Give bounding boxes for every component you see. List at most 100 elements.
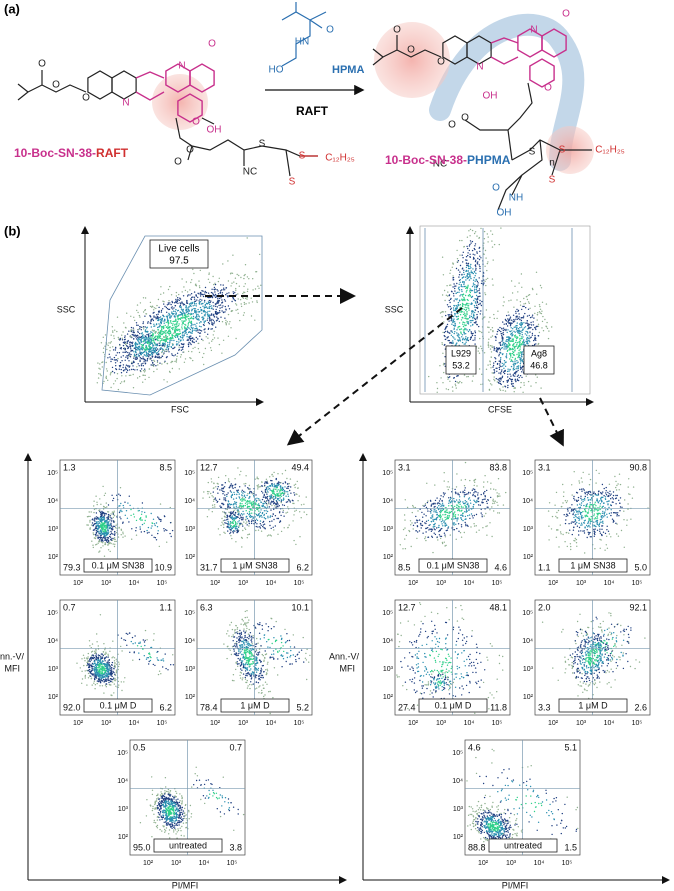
event-dot xyxy=(498,379,500,382)
event-dot xyxy=(200,301,202,303)
event-dot xyxy=(108,342,110,344)
event-dot xyxy=(472,310,474,312)
event-dot xyxy=(210,314,212,316)
event-dot xyxy=(542,315,544,318)
event-dot xyxy=(149,358,151,360)
event-dot xyxy=(125,510,128,512)
event-dot xyxy=(229,321,231,323)
event-dot xyxy=(119,366,121,368)
event-dot xyxy=(453,304,455,307)
event-dot xyxy=(524,344,527,346)
event-dot xyxy=(519,358,521,361)
event-dot xyxy=(456,306,458,309)
event-dot xyxy=(467,299,469,302)
event-dot xyxy=(133,351,135,353)
event-dot xyxy=(247,493,249,495)
event-dot xyxy=(158,337,161,339)
event-dot xyxy=(173,313,175,315)
event-dot xyxy=(202,324,205,326)
event-dot xyxy=(232,532,235,534)
event-dot xyxy=(157,335,159,337)
event-dot xyxy=(132,341,134,343)
event-dot xyxy=(506,325,509,327)
event-dot xyxy=(447,314,449,316)
event-dot xyxy=(496,330,499,333)
event-dot xyxy=(92,532,94,534)
y-tick-label: 10⁴ xyxy=(47,498,58,505)
event-dot xyxy=(175,359,178,361)
event-dot xyxy=(279,497,281,499)
event-dot xyxy=(282,511,284,513)
event-dot xyxy=(185,327,188,329)
event-dot xyxy=(454,338,456,340)
event-dot xyxy=(160,520,162,523)
event-dot xyxy=(210,349,213,352)
event-dot xyxy=(246,237,248,239)
event-dot xyxy=(261,516,263,518)
event-dot xyxy=(506,339,508,341)
event-dot xyxy=(177,297,179,299)
atom-label: O xyxy=(544,83,552,94)
event-dot xyxy=(208,509,210,511)
event-dot xyxy=(164,320,166,322)
event-dot xyxy=(474,264,477,266)
event-dot xyxy=(450,311,453,313)
event-dot xyxy=(142,347,144,349)
event-dot xyxy=(220,524,222,527)
event-dot xyxy=(175,326,178,328)
event-dot xyxy=(469,274,471,277)
event-dot xyxy=(168,308,171,311)
event-dot xyxy=(159,503,162,505)
event-dot xyxy=(209,347,212,349)
event-dot xyxy=(493,369,496,371)
event-dot xyxy=(128,374,131,377)
event-dot xyxy=(517,341,519,344)
event-dot xyxy=(110,371,113,373)
event-dot xyxy=(511,360,513,362)
event-dot xyxy=(480,257,482,259)
event-dot xyxy=(440,377,442,379)
event-dot xyxy=(198,311,200,313)
event-dot xyxy=(146,357,149,360)
event-dot xyxy=(470,296,473,299)
event-dot xyxy=(144,368,146,370)
event-dot xyxy=(540,312,543,315)
atom-label: S xyxy=(529,147,536,158)
event-dot xyxy=(498,342,500,344)
event-dot xyxy=(107,532,109,535)
event-dot xyxy=(479,302,481,304)
event-dot xyxy=(137,339,139,341)
event-dot xyxy=(165,321,167,324)
event-dot xyxy=(221,302,223,304)
event-dot xyxy=(517,345,520,347)
event-dot xyxy=(152,344,154,346)
event-dot xyxy=(474,254,476,256)
event-dot xyxy=(466,289,468,292)
event-dot xyxy=(269,503,272,505)
event-dot xyxy=(541,301,544,303)
event-dot xyxy=(521,376,523,379)
event-dot xyxy=(178,299,180,302)
event-dot xyxy=(511,380,513,382)
event-dot xyxy=(133,353,136,355)
event-dot xyxy=(231,486,234,488)
event-dot xyxy=(466,288,468,290)
event-dot xyxy=(151,349,153,351)
event-dot xyxy=(509,373,511,375)
event-dot xyxy=(227,280,230,282)
event-dot xyxy=(127,364,129,367)
event-dot xyxy=(206,303,209,305)
event-dot xyxy=(487,341,490,343)
event-dot xyxy=(521,369,524,371)
event-dot xyxy=(461,298,463,300)
event-dot xyxy=(519,326,521,329)
event-dot xyxy=(474,334,476,337)
event-dot xyxy=(224,497,227,499)
event-dot xyxy=(153,323,155,325)
event-dot xyxy=(526,298,529,301)
event-dot xyxy=(212,338,214,341)
event-dot xyxy=(183,316,185,319)
event-dot xyxy=(136,355,138,357)
event-dot xyxy=(119,361,122,364)
event-dot xyxy=(150,335,152,337)
